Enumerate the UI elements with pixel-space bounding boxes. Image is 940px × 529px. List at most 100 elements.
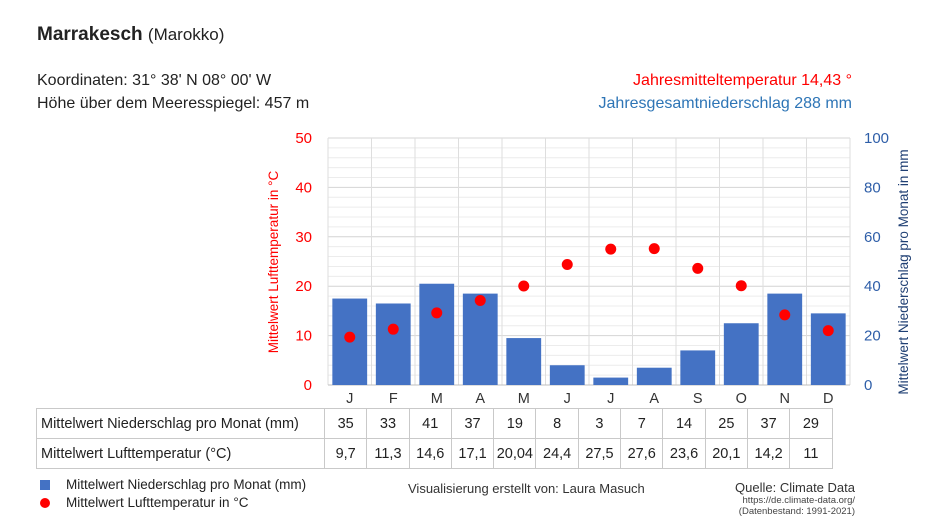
- legend-swatch-dot: [40, 498, 50, 509]
- precip-bar: [636, 367, 672, 385]
- annual-temperature: Jahresmitteltemperatur 14,43 °: [633, 72, 852, 89]
- precip-bar: [419, 283, 455, 385]
- table-cell-precip: 19: [493, 408, 537, 439]
- table-cell-precip: 7: [620, 408, 664, 439]
- category-label: A: [649, 391, 659, 407]
- legend-item-temp: Mittelwert Lufttemperatur in °C: [40, 495, 248, 510]
- source-dataset: (Datenbestand: 1991-2021): [738, 506, 855, 517]
- temp-dot: [561, 258, 573, 270]
- left-axis-tick: 0: [304, 377, 312, 394]
- right-axis-label: Mittelwert Niederschlag pro Monat in mm: [896, 149, 911, 394]
- table-cell-temp: 11: [789, 438, 833, 469]
- legend-label-precip: Mittelwert Niederschlag pro Monat (mm): [66, 477, 307, 492]
- table-cell-precip: 37: [450, 408, 495, 439]
- table-cell-temp: 27,6: [620, 438, 664, 469]
- table-row-temp: Mittelwert Lufttemperatur (°C) 9,7 11,3 14…: [36, 438, 833, 469]
- category-label: N: [780, 391, 790, 407]
- precip-bars: [332, 283, 846, 385]
- data-table: Mittelwert Niederschlag pro Monat (mm) 3…: [36, 408, 833, 469]
- annual-precipitation: Jahresgesamtniederschlag 288 mm: [598, 95, 852, 112]
- precip-bar: [549, 365, 585, 385]
- category-label: S: [693, 391, 703, 407]
- table-cell-temp: 14,2: [746, 438, 791, 469]
- legend-swatch-square: [40, 480, 50, 491]
- precip-bar: [767, 293, 803, 385]
- table-cell-precip: 37: [746, 408, 791, 439]
- table-cell-temp: 27,5: [577, 438, 622, 469]
- table-cell-temp: 17,1: [450, 438, 495, 469]
- table-cell-precip: 33: [366, 408, 410, 439]
- temp-dot: [779, 309, 791, 321]
- coordinates-text: Koordinaten: 31° 38' N 08° 00' W: [37, 72, 272, 89]
- category-label: J: [564, 391, 571, 407]
- table-cell-precip: 35: [323, 408, 368, 439]
- chart-grid: [327, 137, 851, 386]
- temp-dot: [518, 280, 530, 292]
- temp-dot: [431, 307, 443, 319]
- temp-dot: [735, 280, 747, 292]
- left-axis-tick: 10: [295, 328, 312, 345]
- country-name: (Marokko): [147, 25, 225, 44]
- table-cell-temp: 9,7: [323, 438, 368, 469]
- city-name: Marrakesch: [37, 24, 143, 45]
- left-axis-label: Mittelwert Lufttemperatur in °C: [266, 171, 281, 354]
- row-label-temp: Mittelwert Lufttemperatur (°C): [36, 438, 325, 469]
- legend-label-temp: Mittelwert Lufttemperatur in °C: [66, 495, 249, 510]
- page-title: Marrakesch (Marokko): [37, 24, 224, 46]
- right-axis-tick: 0: [864, 377, 872, 394]
- left-axis-tick: 50: [295, 130, 312, 147]
- temp-dot: [387, 323, 399, 335]
- temp-dots: [344, 243, 834, 343]
- table-cell-temp: 11,3: [366, 438, 410, 469]
- precip-bar: [680, 350, 716, 385]
- right-axis-tick: 60: [864, 229, 881, 246]
- precip-bar: [810, 313, 846, 385]
- category-label: F: [389, 391, 398, 407]
- altitude-text: Höhe über dem Meeresspiegel: 457 m: [37, 95, 310, 112]
- precip-bar: [506, 338, 542, 385]
- category-label: M: [518, 391, 530, 407]
- temp-dot: [692, 262, 704, 274]
- visualization-credit: Visualisierung erstellt von: Laura Masuc…: [408, 481, 645, 496]
- table-cell-precip: 41: [408, 408, 452, 439]
- source-block: Quelle: Climate Data https://de.climate-…: [735, 480, 855, 517]
- category-label: D: [823, 391, 833, 407]
- table-cell-temp: 20,1: [704, 438, 748, 469]
- source-url: https://de.climate-data.org/: [742, 495, 855, 506]
- table-cell-temp: 24,4: [535, 438, 579, 469]
- table-cell-precip: 29: [789, 408, 833, 439]
- table-cell-precip: 3: [577, 408, 622, 439]
- left-axis-ticks: 0 10 20 30 40 50: [295, 130, 312, 394]
- table-cell-temp: 23,6: [662, 438, 706, 469]
- source-text: Quelle: Climate Data: [735, 480, 855, 495]
- table-cell-precip: 14: [662, 408, 706, 439]
- right-axis-tick: 40: [864, 278, 881, 295]
- right-axis-tick: 100: [864, 130, 889, 147]
- left-axis-tick: 30: [295, 229, 312, 246]
- table-cell-precip: 8: [535, 408, 579, 439]
- left-axis-tick: 40: [295, 179, 312, 196]
- precip-bar: [462, 293, 498, 385]
- temp-dot: [648, 243, 660, 255]
- temp-dot: [474, 295, 486, 307]
- precip-bar: [375, 303, 411, 385]
- table-cell-temp: 20,04: [493, 438, 537, 469]
- legend-item-precip: Mittelwert Niederschlag pro Monat (mm): [40, 477, 306, 492]
- table-row-precip: Mittelwert Niederschlag pro Monat (mm) 3…: [36, 408, 833, 439]
- category-label: A: [475, 391, 485, 407]
- precip-bar: [723, 323, 759, 385]
- row-label-precip: Mittelwert Niederschlag pro Monat (mm): [36, 408, 325, 439]
- temp-dot: [344, 331, 356, 343]
- category-label: J: [607, 391, 614, 407]
- category-label: M: [431, 391, 443, 407]
- table-cell-temp: 14,6: [408, 438, 452, 469]
- precip-bar: [593, 377, 629, 385]
- category-label: O: [736, 391, 747, 407]
- table-cell-precip: 25: [704, 408, 748, 439]
- right-axis-tick: 20: [864, 328, 881, 345]
- left-axis-tick: 20: [295, 278, 312, 295]
- category-label: J: [346, 391, 353, 407]
- temp-dot: [822, 325, 834, 337]
